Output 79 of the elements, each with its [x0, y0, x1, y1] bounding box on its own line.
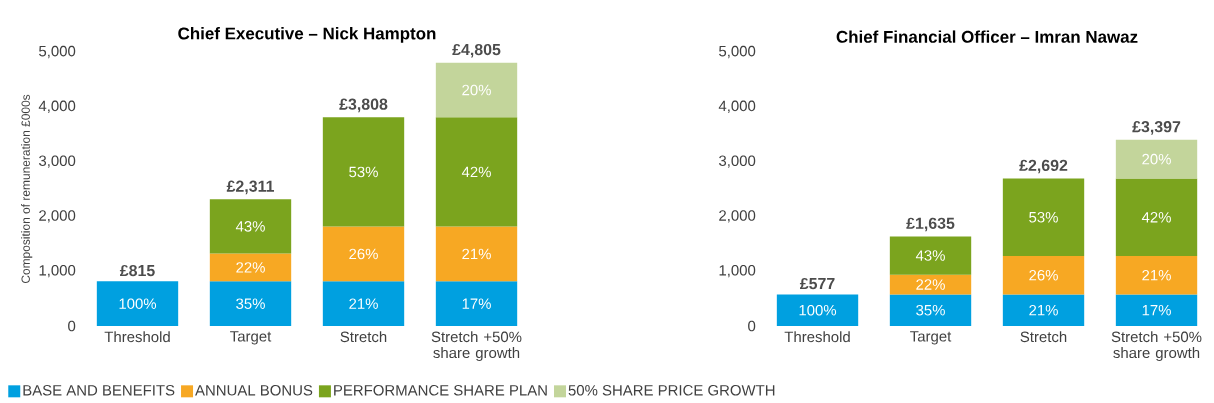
y-tick-label: 1,000	[719, 265, 756, 278]
y-tick-label: 3,000	[38, 155, 76, 168]
y-tick-label: 5,000	[39, 45, 76, 59]
total-label: £3,808	[339, 98, 388, 113]
y-axis-title: Composition of remuneration £000s	[21, 94, 33, 284]
total-label: £2,311	[226, 180, 274, 195]
annotation: 17%	[1142, 304, 1171, 316]
y-tick-label: 5,000	[719, 45, 756, 59]
annotation: 17%	[462, 298, 491, 309]
bar	[209, 199, 292, 254]
x-tick-label: Stretch	[340, 331, 387, 343]
legend-label: ANNUAL BONUS	[195, 384, 313, 396]
legend-label: PERFORMANCE SHARE PLAN	[334, 384, 547, 396]
bar	[1002, 256, 1085, 295]
bar	[1115, 256, 1198, 295]
bar	[1115, 294, 1198, 326]
annotation: 20%	[1142, 153, 1171, 165]
bar	[1002, 178, 1085, 257]
annotation: 22%	[236, 262, 265, 273]
y-tick-label: 0	[68, 320, 76, 332]
y-tick-label: 1,000	[39, 265, 76, 278]
total-label: £2,692	[1019, 159, 1068, 174]
annotation: 100%	[799, 304, 837, 316]
bar	[435, 62, 518, 118]
bar	[322, 117, 405, 227]
annotation: 35%	[916, 304, 945, 316]
annotation: 53%	[349, 166, 378, 178]
bar	[889, 236, 972, 275]
legend-label: BASE AND BENEFITS	[23, 384, 175, 396]
annotation: 42%	[461, 166, 491, 178]
bar	[776, 294, 859, 326]
annotation: 21%	[462, 248, 491, 260]
bar	[435, 226, 518, 282]
total-label: £1,635	[906, 217, 955, 232]
bar	[1115, 139, 1198, 179]
total-label: £815	[119, 264, 155, 277]
x-tick-label: Threshold	[784, 331, 850, 343]
x-tick-label: Stretch	[1020, 331, 1067, 343]
bar	[1115, 178, 1198, 257]
bar	[435, 281, 518, 326]
annotation: 22%	[916, 279, 945, 290]
bar	[209, 281, 292, 326]
y-tick-label: 4,000	[38, 100, 76, 113]
x-tick-label: Stretch +50% share growth	[1111, 331, 1202, 362]
y-tick-label: 2,000	[719, 210, 756, 223]
annotation: 43%	[235, 221, 265, 232]
x-tick-label: Stretch +50% share growth	[431, 331, 522, 362]
annotation: 21%	[1029, 304, 1058, 316]
x-tick-label: Target	[910, 331, 952, 345]
chart-title: Chief Financial Officer – Imran Nawaz	[836, 30, 1138, 43]
total-label: £3,397	[1132, 121, 1181, 135]
annotation: 21%	[349, 298, 378, 309]
x-tick-label: Target	[230, 331, 272, 345]
total-label: £4,805	[452, 43, 501, 58]
bar	[889, 294, 972, 326]
total-label: £577	[799, 277, 835, 290]
bar	[435, 117, 518, 227]
annotation: 26%	[349, 248, 378, 260]
bar	[209, 253, 292, 282]
x-tick-label: Threshold	[104, 331, 170, 343]
annotation: 21%	[1142, 269, 1171, 281]
annotation: 53%	[1029, 211, 1058, 223]
bar	[1002, 294, 1085, 326]
annotation: 35%	[236, 298, 265, 309]
legend-label: 50% SHARE PRICE GROWTH	[568, 384, 775, 396]
chart-title: Chief Executive – Nick Hampton	[178, 27, 436, 43]
annotation: 42%	[1141, 211, 1171, 223]
annotation: 26%	[1029, 269, 1058, 281]
annotation: 100%	[119, 298, 157, 309]
y-tick-label: 0	[748, 320, 756, 332]
y-tick-label: 4,000	[718, 100, 756, 113]
annotation: 20%	[462, 84, 491, 96]
y-tick-label: 2,000	[39, 210, 76, 223]
y-tick-label: 3,000	[719, 155, 756, 168]
annotation: 43%	[915, 250, 945, 261]
bar	[322, 281, 405, 326]
bar	[889, 274, 972, 295]
bar	[322, 226, 405, 282]
bar	[96, 281, 179, 326]
